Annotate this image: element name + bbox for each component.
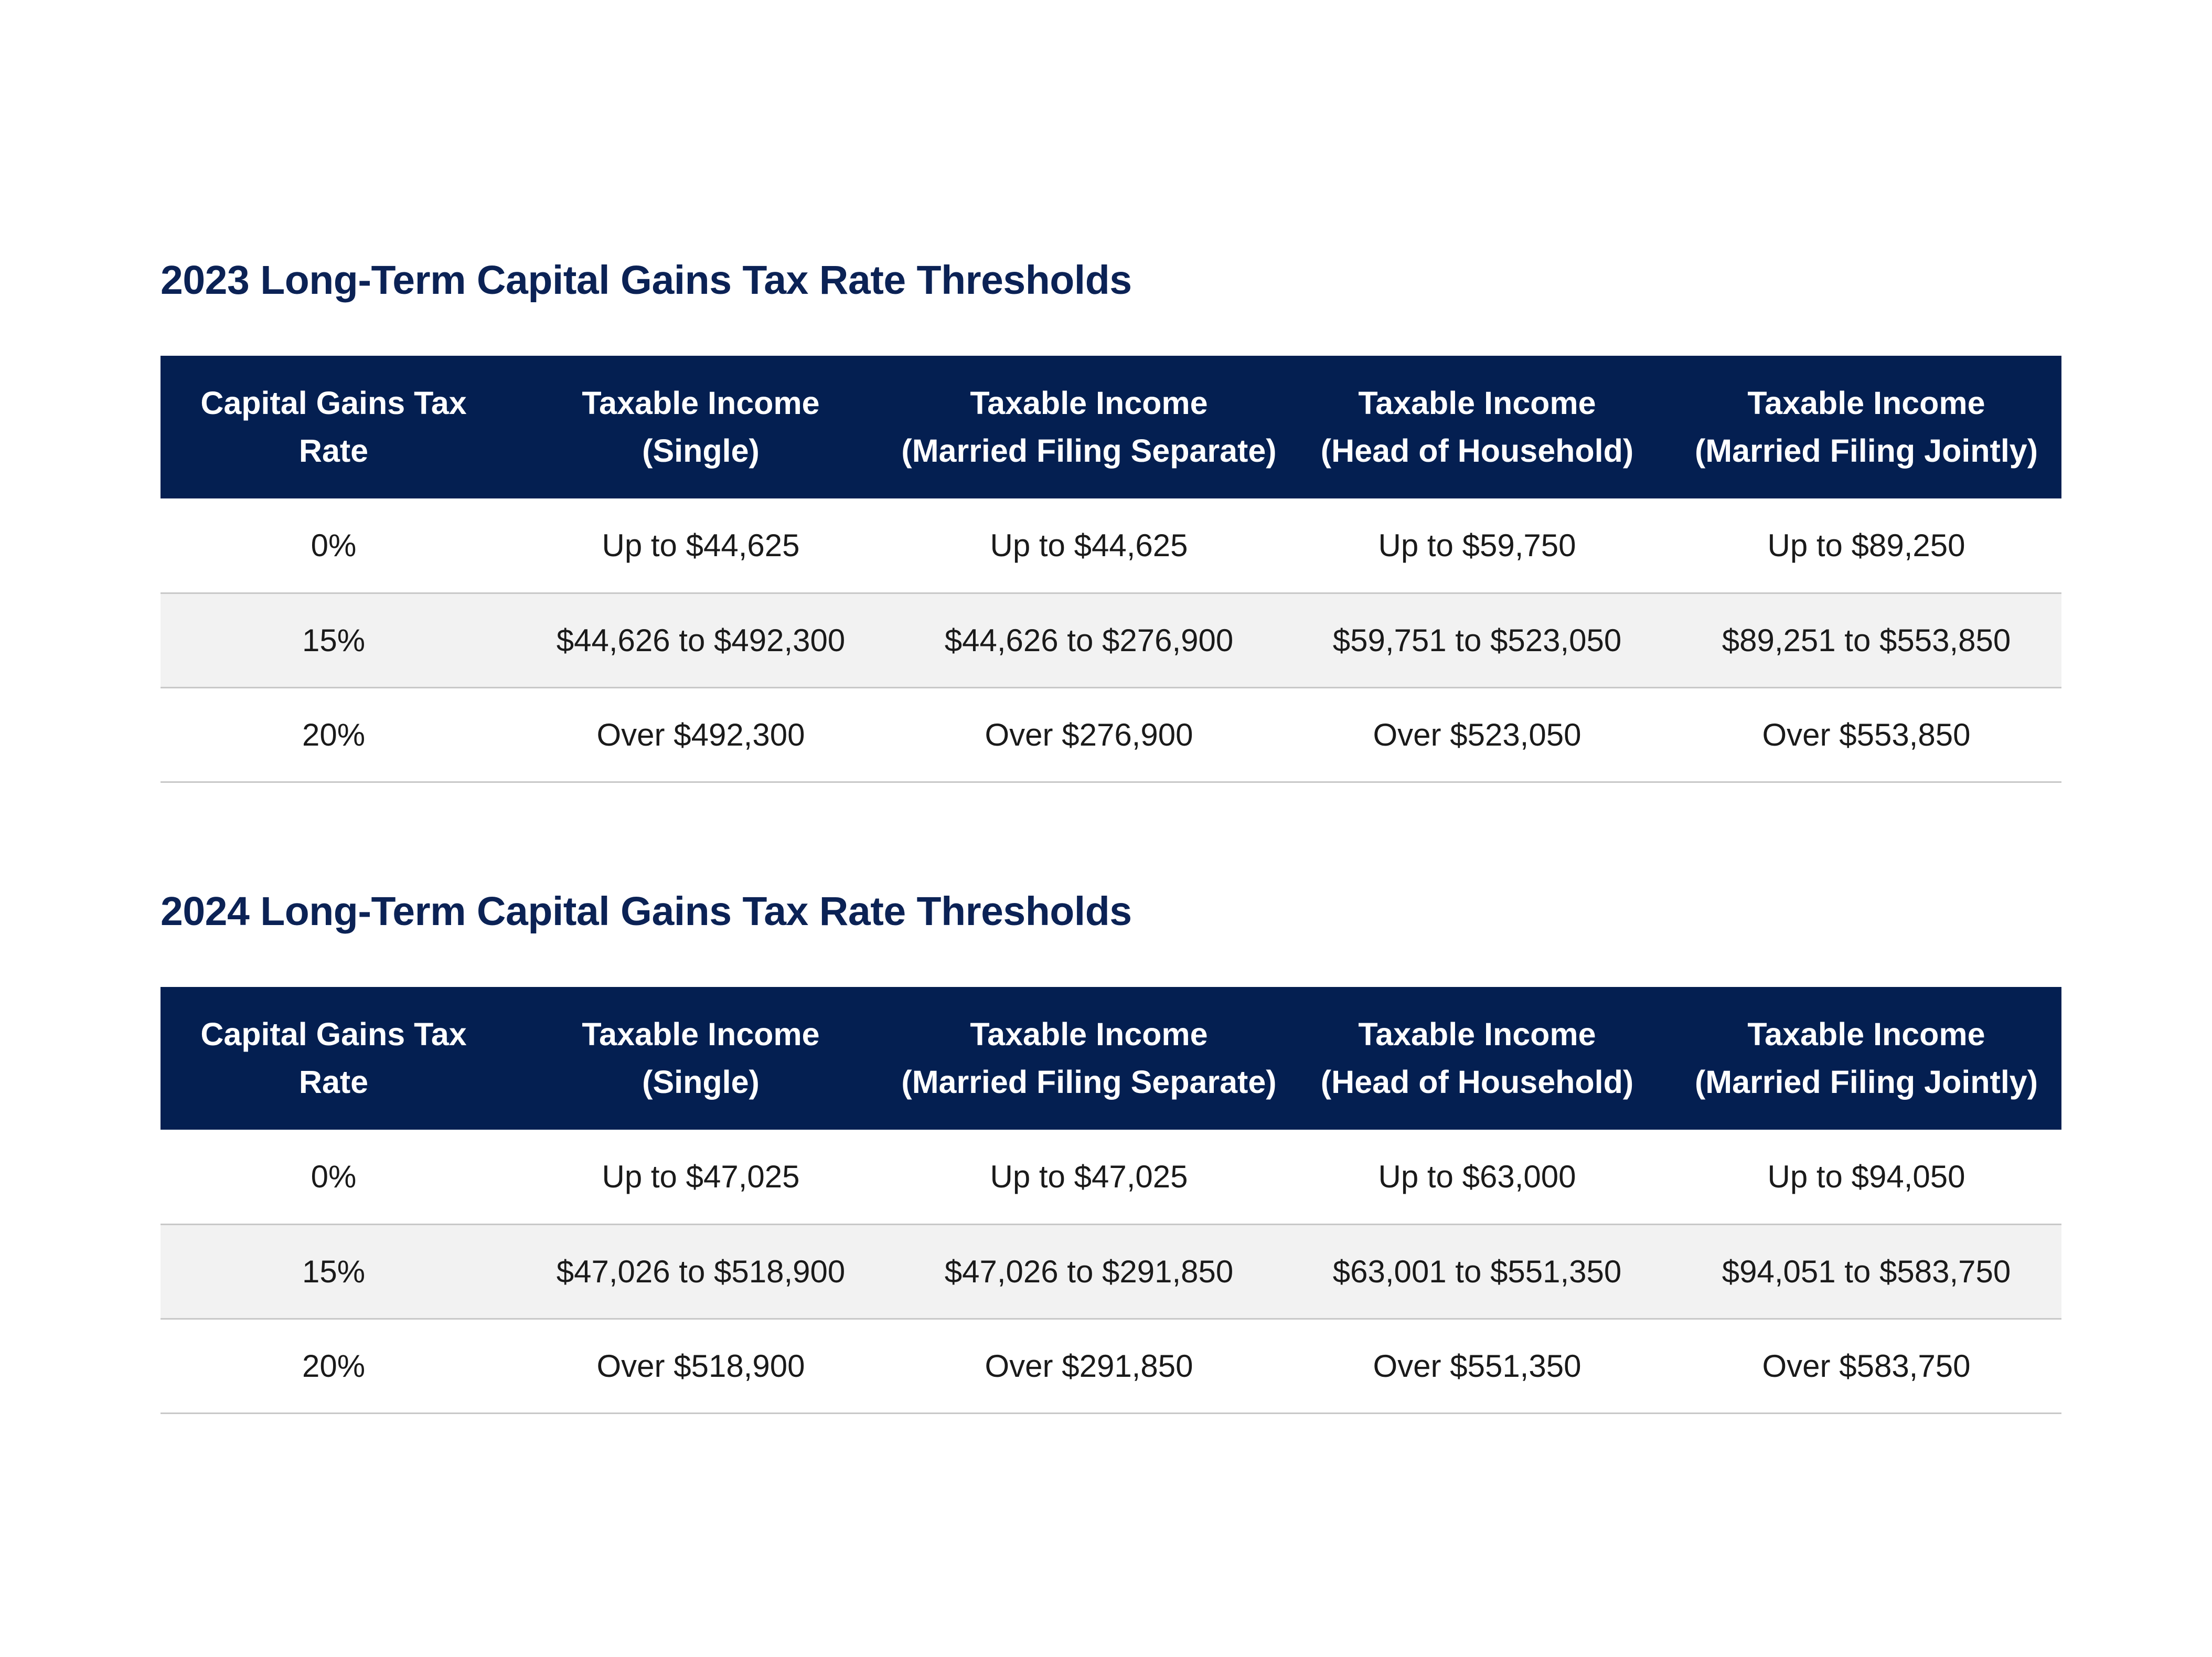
married-jointly-cell: $89,251 to $553,850 — [1671, 593, 2061, 688]
table-row: 15% $47,026 to $518,900 $47,026 to $291,… — [161, 1224, 2061, 1320]
married-separate-cell: Over $291,850 — [895, 1319, 1283, 1414]
single-cell: $44,626 to $492,300 — [507, 593, 895, 688]
table-row: 20% Over $492,300 Over $276,900 Over $52… — [161, 687, 2061, 783]
head-of-household-cell: $63,001 to $551,350 — [1283, 1224, 1671, 1320]
tax-table-2024-section: 2024 Long-Term Capital Gains Tax Rate Th… — [161, 878, 2061, 1414]
table-row: 15% $44,626 to $492,300 $44,626 to $276,… — [161, 593, 2061, 688]
header-married-filing-jointly: Taxable Income (Married Filing Jointly) — [1694, 385, 2038, 469]
married-jointly-cell: Over $553,850 — [1671, 687, 2061, 783]
tax-table-2023-section: 2023 Long-Term Capital Gains Tax Rate Th… — [161, 247, 2061, 783]
rate-cell: 20% — [161, 1319, 507, 1414]
head-of-household-cell: Up to $63,000 — [1283, 1130, 1671, 1225]
head-of-household-cell: $59,751 to $523,050 — [1283, 593, 1671, 688]
single-cell: Up to $47,025 — [507, 1130, 895, 1225]
married-separate-cell: $47,026 to $291,850 — [895, 1224, 1283, 1320]
header-married-filing-separate: Taxable Income (Married Filing Separate) — [901, 385, 1277, 469]
rate-cell: 0% — [161, 498, 507, 594]
rate-cell: 15% — [161, 593, 507, 688]
table-title-2023: 2023 Long-Term Capital Gains Tax Rate Th… — [161, 258, 1132, 303]
married-jointly-cell: Up to $89,250 — [1671, 498, 2061, 594]
header-married-filing-jointly: Taxable Income (Married Filing Jointly) — [1694, 1016, 2038, 1100]
header-capital-gains-rate: Capital Gains Tax Rate — [200, 385, 467, 469]
header-capital-gains-rate: Capital Gains Tax Rate — [200, 1016, 467, 1100]
table-title-2024: 2024 Long-Term Capital Gains Tax Rate Th… — [161, 889, 1132, 934]
married-separate-cell: $44,626 to $276,900 — [895, 593, 1283, 688]
single-cell: Over $492,300 — [507, 687, 895, 783]
table-header-row: Capital Gains Tax Rate Taxable Income (S… — [161, 987, 2061, 1130]
married-jointly-cell: Over $583,750 — [1671, 1319, 2061, 1414]
single-cell: $47,026 to $518,900 — [507, 1224, 895, 1320]
tax-rate-table-2024: Capital Gains Tax Rate Taxable Income (S… — [161, 987, 2061, 1414]
rate-cell: 0% — [161, 1130, 507, 1225]
tax-rate-table-2023: Capital Gains Tax Rate Taxable Income (S… — [161, 356, 2061, 783]
table-header-row: Capital Gains Tax Rate Taxable Income (S… — [161, 356, 2061, 498]
header-married-filing-separate: Taxable Income (Married Filing Separate) — [901, 1016, 1277, 1100]
table-row: 0% Up to $44,625 Up to $44,625 Up to $59… — [161, 498, 2061, 594]
head-of-household-cell: Over $551,350 — [1283, 1319, 1671, 1414]
rate-cell: 15% — [161, 1224, 507, 1320]
married-separate-cell: Up to $47,025 — [895, 1130, 1283, 1225]
married-jointly-cell: $94,051 to $583,750 — [1671, 1224, 2061, 1320]
head-of-household-cell: Over $523,050 — [1283, 687, 1671, 783]
head-of-household-cell: Up to $59,750 — [1283, 498, 1671, 594]
single-cell: Up to $44,625 — [507, 498, 895, 594]
header-head-of-household: Taxable Income (Head of Household) — [1320, 1016, 1634, 1100]
single-cell: Over $518,900 — [507, 1319, 895, 1414]
header-single: Taxable Income (Single) — [582, 1016, 820, 1100]
married-separate-cell: Over $276,900 — [895, 687, 1283, 783]
married-separate-cell: Up to $44,625 — [895, 498, 1283, 594]
header-single: Taxable Income (Single) — [582, 385, 820, 469]
header-head-of-household: Taxable Income (Head of Household) — [1320, 385, 1634, 469]
table-row: 0% Up to $47,025 Up to $47,025 Up to $63… — [161, 1130, 2061, 1225]
table-row: 20% Over $518,900 Over $291,850 Over $55… — [161, 1319, 2061, 1414]
married-jointly-cell: Up to $94,050 — [1671, 1130, 2061, 1225]
rate-cell: 20% — [161, 687, 507, 783]
